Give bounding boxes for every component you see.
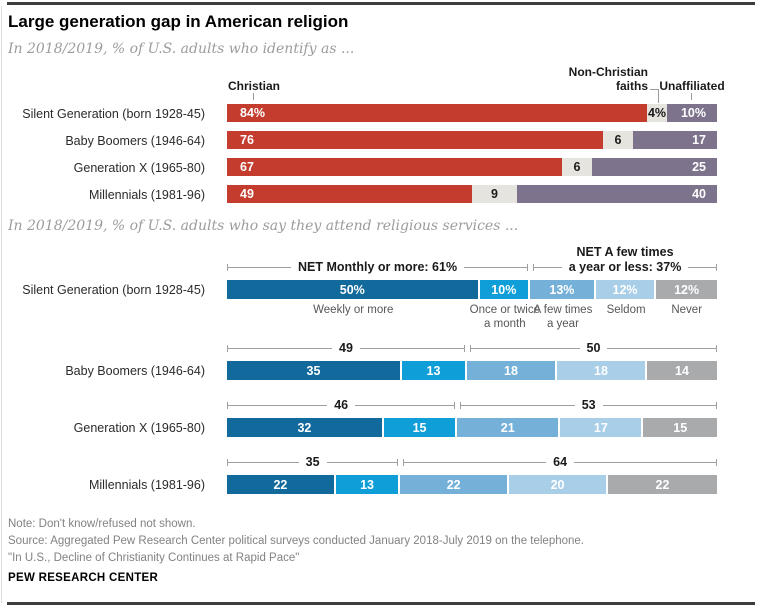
left-edge-line — [1, 6, 2, 603]
bar-row: 50% 10% 13% 12% 12% — [227, 280, 717, 299]
row-label: Millennials (1981-96) — [88, 478, 205, 492]
bar-segment-christian: 49 — [227, 185, 472, 203]
bar-segment-once-or-twice-a-month: 10% — [479, 280, 531, 299]
bar-segment-a-few-times-a-year: 13% — [530, 280, 596, 299]
attendance-subtitle: In 2018/2019, % of U.S. adults who say t… — [8, 218, 519, 234]
bar-segment-non-christian-faiths: 4% — [647, 104, 667, 122]
net-bracket-right: 64 — [403, 444, 717, 474]
bar-row: 49 9 40 — [227, 185, 717, 203]
bar-segment-unaffiliated: 40 — [517, 185, 717, 203]
net-bracket-label: 53 — [574, 398, 603, 413]
bar-segment-never: 14 — [647, 361, 717, 380]
bottom-rule — [7, 602, 755, 605]
net-bracket-right: NET A few times a year or less: 37% — [533, 245, 717, 279]
bar-row: 32 15 21 17 15 — [227, 418, 717, 437]
note-text: Note: Don't know/refused not shown. — [8, 518, 196, 530]
bar-row: 76 6 17 — [227, 131, 717, 149]
row-label: Silent Generation (born 1928-45) — [22, 107, 205, 121]
col-header-unaffiliated: Unaffiliated — [659, 79, 725, 93]
col-header-non-christian: Non-Christian faiths — [568, 65, 648, 93]
bar-segment-christian: 67 — [227, 158, 562, 176]
bar-segment-a-few-times-a-year: 22 — [400, 475, 510, 494]
bar-row: 67 6 25 — [227, 158, 717, 176]
bar-segment-a-few-times-a-year: 18 — [467, 361, 557, 380]
bar-segment-seldom: 18 — [557, 361, 647, 380]
net-bracket-label: 46 — [327, 398, 356, 413]
bar-segment-non-christian-faiths: 6 — [603, 131, 633, 149]
net-bracket-right: 50 — [470, 330, 717, 360]
report-quote-text: "In U.S., Decline of Christianity Contin… — [8, 552, 300, 564]
net-bracket-label: 64 — [546, 455, 575, 470]
net-bracket-label: NET A few times a year or less: 37% — [561, 245, 689, 275]
source-text: Source: Aggregated Pew Research Center p… — [8, 535, 584, 547]
row-label: Generation X (1965-80) — [73, 421, 205, 435]
bar-segment-non-christian-faiths: 9 — [472, 185, 517, 203]
bar-segment-once-or-twice-a-month: 13 — [402, 361, 467, 380]
bar-segment-weekly-or-more: 35 — [227, 361, 402, 380]
net-bracket-left: 35 — [227, 444, 399, 474]
bar-segment-never: 12% — [656, 280, 717, 299]
bar-segment-christian: 76 — [227, 131, 604, 149]
row-label: Baby Boomers (1946-64) — [65, 134, 205, 148]
row-label: Millennials (1981-96) — [88, 188, 205, 202]
segment-axis-label: A few times a year — [533, 304, 593, 330]
segment-axis-label: Weekly or more — [313, 304, 394, 316]
bar-segment-seldom: 12% — [595, 280, 657, 299]
segment-axis-label: Never — [671, 304, 703, 316]
bar-row: 35 13 18 18 14 — [227, 361, 717, 380]
row-label: Silent Generation (born 1928-45) — [22, 283, 205, 297]
net-bracket-label: NET Monthly or more: 61% — [291, 260, 465, 275]
bar-segment-unaffiliated: 25 — [592, 158, 717, 176]
net-bracket-left: NET Monthly or more: 61% — [227, 249, 529, 279]
bar-segment-seldom: 20 — [509, 475, 609, 494]
net-bracket-label: 50 — [579, 341, 608, 356]
row-label: Baby Boomers (1946-64) — [65, 364, 205, 378]
identify-subtitle: In 2018/2019, % of U.S. adults who ident… — [8, 41, 355, 57]
bar-segment-non-christian-faiths: 6 — [562, 158, 592, 176]
brand-label: PEW RESEARCH CENTER — [8, 572, 159, 584]
bar-segment-seldom: 17 — [560, 418, 644, 437]
bar-segment-once-or-twice-a-month: 13 — [335, 475, 401, 494]
unaffiliated-pointer-tick — [691, 93, 692, 100]
net-bracket-right: 53 — [460, 387, 717, 417]
bar-segment-christian: 84% — [227, 104, 647, 122]
net-bracket-left: 46 — [227, 387, 456, 417]
non-christian-pointer-elbow — [650, 89, 659, 103]
bar-segment-once-or-twice-a-month: 15 — [383, 418, 458, 437]
bar-segment-unaffiliated: 17 — [632, 131, 717, 149]
bar-segment-weekly-or-more: 32 — [227, 418, 384, 437]
bar-row: 22 13 22 20 22 — [227, 475, 717, 494]
segment-axis-label: Seldom — [606, 304, 646, 316]
bar-segment-never: 22 — [608, 475, 717, 494]
net-bracket-label: 49 — [332, 341, 360, 356]
christian-pointer-tick — [253, 93, 254, 100]
col-header-christian: Christian — [227, 79, 281, 93]
segment-axis-label: Once or twice a month — [469, 304, 540, 330]
bar-segment-weekly-or-more: 22 — [227, 475, 336, 494]
bar-segment-weekly-or-more: 50% — [227, 280, 480, 299]
bar-row: 84% 4% 10% — [227, 104, 717, 122]
bar-segment-unaffiliated: 10% — [667, 104, 717, 122]
bar-segment-never: 15 — [643, 418, 717, 437]
net-bracket-label: 35 — [298, 455, 327, 470]
row-label: Generation X (1965-80) — [73, 161, 205, 175]
top-rule — [7, 2, 755, 5]
bar-segment-a-few-times-a-year: 21 — [457, 418, 561, 437]
page-title: Large generation gap in American religio… — [8, 12, 349, 31]
net-bracket-left: 49 — [227, 330, 465, 360]
